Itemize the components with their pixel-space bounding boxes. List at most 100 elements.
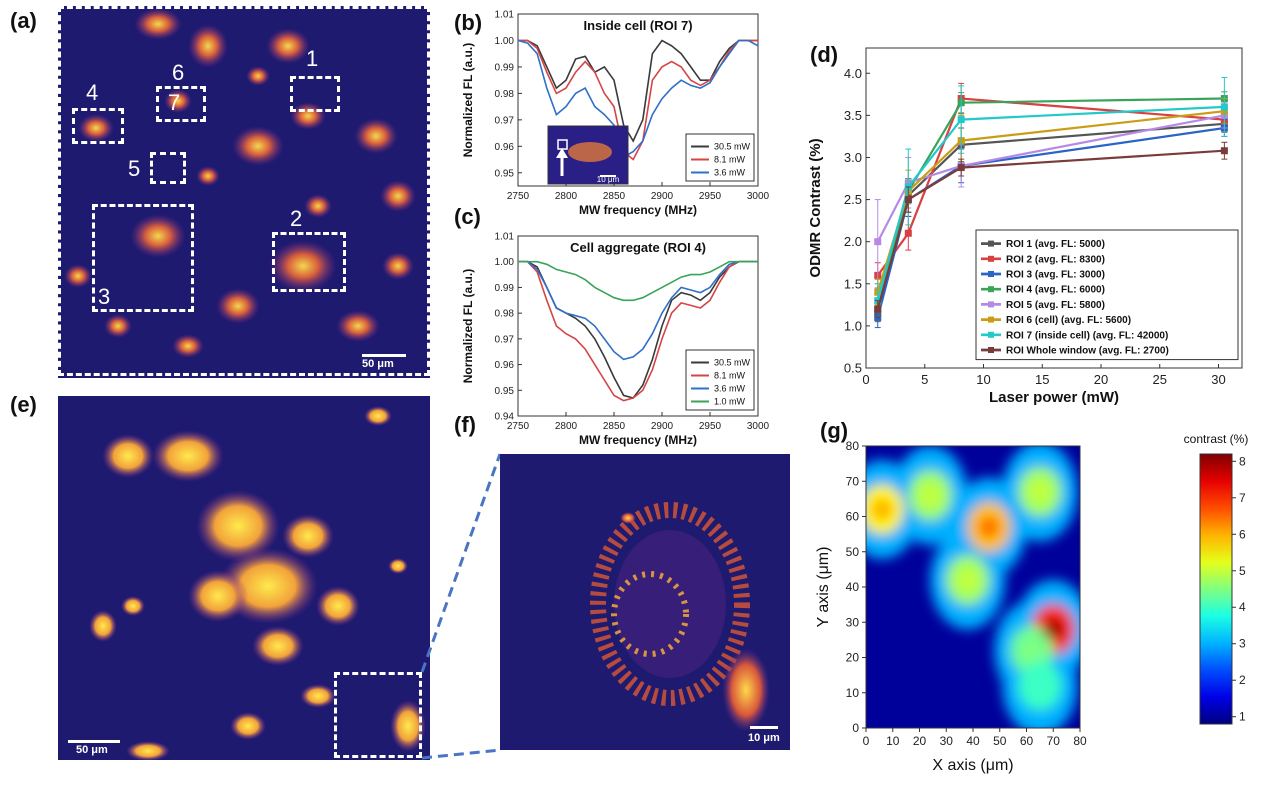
y-tick-label: 1.00 [495,257,515,268]
x-tick-label: 5 [921,372,928,387]
panel-letter-d: (d) [810,42,839,67]
y-axis-label: Normalized FL (a.u.) [461,43,475,157]
y-tick-label: 10 [846,686,860,700]
colorbar-tick-label: 3 [1239,637,1246,651]
colorbar-title-line1: ODMR [1198,430,1235,431]
x-tick-label: 25 [1153,372,1167,387]
roi-label-5: 5 [128,156,141,181]
series-line-6 [876,105,1225,301]
y-tick-label: 1.00 [495,36,515,47]
colorbar-tick-label: 1 [1239,710,1246,724]
series-line-7 [876,149,1225,310]
panel-letter-a: (a) [10,8,37,33]
colorbar-tick-label: 6 [1239,527,1246,541]
y-tick-label: 0.5 [844,361,862,376]
y-tick-label: 50 [846,545,860,559]
heatmap-hotspot [1029,481,1051,503]
y-tick-label: 3.0 [844,150,862,165]
y-tick-label: 0 [852,721,859,735]
inset-scale-label: 10 μm [597,175,620,184]
colorbar-title-line2: contrast (%) [1184,432,1249,446]
y-tick-label: 4.0 [844,66,862,81]
x-tick-label: 30 [940,734,954,748]
x-tick-label: 0 [862,372,869,387]
y-tick-label: 40 [846,580,860,594]
legend-marker [988,271,994,277]
x-axis-label: MW frequency (MHz) [579,433,697,447]
colorbar-tick-label: 2 [1239,673,1246,687]
x-tick-label: 70 [1047,734,1061,748]
legend-label: ROI 1 (avg. FL: 5000) [1006,239,1105,250]
y-tick-label: 70 [846,474,860,488]
data-point [904,196,912,204]
y-tick-label: 0.99 [495,283,515,294]
roi-label-2: 2 [290,206,303,231]
colorbar-tick-label: 5 [1239,564,1246,578]
y-tick-label: 2.0 [844,234,862,249]
scalebar-e [68,740,120,743]
panel-letter-g: (g) [820,418,849,443]
panel-letter-f: (f) [454,412,476,437]
scalebar-label-e: 50 μm [76,744,108,756]
y-tick-label: 0.99 [495,62,515,73]
data-point [904,229,912,237]
roi-box-2 [272,232,346,292]
x-tick-label: 50 [993,734,1007,748]
fluorescence-pattern-f [590,502,770,732]
x-tick-label: 20 [1094,372,1108,387]
chart-title: Cell aggregate (ROI 4) [570,240,706,255]
legend-label: ROI 5 (avg. FL: 5800) [1006,300,1105,311]
roi-box-whole-window [58,6,430,376]
chart-g: 0 10 20 30 40 50 60 70 80 0 10 20 30 40 50 60 70 80 X axis… [815,430,1249,774]
legend-label: ROI Whole window (avg. FL: 2700) [1006,346,1169,357]
x-axis-label: MW frequency (MHz) [579,203,697,217]
scalebar-label-f: 10 μm [748,732,780,744]
heatmap-hotspot [956,569,979,591]
data-point [874,305,882,313]
y-tick-label: 20 [846,651,860,665]
series-line-2 [517,39,759,159]
x-tick-label: 2800 [555,421,578,432]
x-tick-label: 2750 [507,191,530,202]
legend-marker [988,286,994,293]
colorbar-tick-label: 7 [1239,491,1246,505]
chart-c: 2750 2800 2850 2900 2950 3000 0.94 0.95 0.96 0.97… [461,232,770,448]
y-tick-label: 60 [846,510,860,524]
legend-label: ROI 3 (avg. FL: 3000) [1006,270,1105,281]
y-tick-label: 0.98 [495,89,515,100]
x-tick-label: 2750 [507,421,530,432]
series-line-0 [518,39,758,143]
roi-label-4: 4 [86,80,99,105]
roi-box-3 [92,204,194,312]
y-tick-label: 1.01 [495,10,515,21]
data-point [1220,147,1228,155]
legend-label: 30.5 mW [714,358,751,368]
chart-b: 2750 2800 2850 2900 2950 3000 0.95 0.96 0.97 0.98… [461,10,770,218]
y-tick-label: 3.5 [844,108,862,123]
legend-marker [988,316,994,323]
x-tick-label: 2950 [699,421,722,432]
x-tick-label: 2950 [699,191,722,202]
x-tick-label: 2850 [603,191,626,202]
heatmap-hotspot [1042,618,1064,640]
x-tick-label: 2900 [651,421,674,432]
legend-box [685,349,755,411]
y-axis-label: Normalized FL (a.u.) [461,269,475,383]
legend-label: 8.1 mW [714,371,746,381]
legend-label: 1.0 mW [714,397,746,407]
microscopy-image-e [58,396,430,760]
legend-label: ROI 2 (avg. FL: 8300) [1006,254,1105,265]
y-tick-label: 80 [846,439,860,453]
microscopy-image-a [58,6,430,378]
legend-label: 3.6 mW [714,168,746,178]
legend-marker [988,301,994,308]
legend-label: 30.5 mW [714,142,751,152]
microscopy-image-f [500,454,790,750]
x-tick-label: 3000 [747,421,770,432]
y-tick-label: 2.5 [844,192,862,207]
x-axis-label: X axis (μm) [932,757,1013,774]
data-point [874,238,882,246]
panel-letter-b: (b) [454,10,483,35]
roi-label-1: 1 [306,46,319,71]
scalebar-a [362,354,406,357]
